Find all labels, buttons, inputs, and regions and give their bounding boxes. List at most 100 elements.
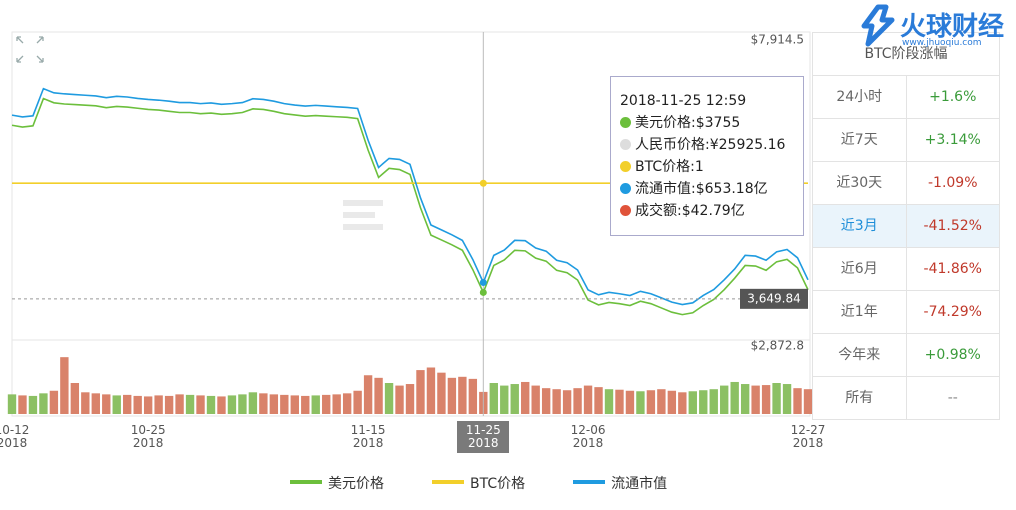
volume-bar: [740, 384, 750, 414]
period-change: +0.98%: [905, 334, 1000, 376]
volume-bar: [363, 375, 373, 414]
volume-bar: [112, 395, 121, 414]
tooltip-item: 美元价格:$3755: [620, 113, 803, 135]
tooltip-text: 人民币价格:¥25925.16: [635, 137, 786, 153]
volume-bar: [154, 395, 163, 414]
table-title: BTC阶段涨幅: [864, 46, 948, 62]
volume-bar: [70, 383, 80, 414]
volume-bar: [437, 372, 446, 414]
volume-bar: [625, 390, 635, 414]
volume-bar: [60, 357, 69, 414]
volume-bar: [123, 394, 132, 414]
volume-bar: [615, 389, 624, 414]
volume-bar: [541, 388, 551, 414]
x-tick-label: 11-25 2018: [457, 421, 510, 453]
volume-bar: [395, 385, 404, 414]
volume-bar: [7, 394, 17, 414]
volume-bar: [447, 377, 457, 414]
volume-bar: [793, 388, 802, 414]
volume-bar: [489, 383, 498, 414]
volume-bar: [206, 395, 216, 414]
logo-url: www.jhuoqiu.com: [902, 38, 982, 48]
x-tick-label: 10-25 2018: [130, 423, 166, 450]
legend-item[interactable]: 美元价格: [290, 473, 384, 493]
volume-bar: [133, 395, 142, 414]
volume-bar: [143, 396, 153, 414]
y-tick-label: $7,914.5: [751, 33, 804, 47]
volume-bar: [594, 387, 603, 414]
last-price-box: [740, 288, 808, 309]
table-row[interactable]: 今年来 +0.98%: [813, 333, 999, 376]
volume-bar: [49, 390, 59, 414]
volume-bar: [353, 390, 362, 414]
volume-bar: [196, 395, 205, 414]
volume-bar: [248, 392, 258, 414]
table-row[interactable]: 近7天 +3.14%: [813, 118, 999, 161]
volume-bar: [573, 388, 582, 414]
table-row[interactable]: 近30天 -1.09%: [813, 161, 999, 204]
volume-bar: [688, 391, 697, 414]
volume-bar: [751, 385, 760, 414]
active-point: [479, 288, 487, 296]
tooltip-text: 流通市值:$653.18亿: [635, 181, 768, 197]
series-line: [11, 97, 809, 316]
volume-bar: [531, 385, 540, 414]
volume-bar: [322, 394, 331, 414]
volume-bar: [405, 384, 415, 414]
tooltip-text: 成交额:$42.79亿: [635, 203, 745, 219]
volume-bar: [332, 394, 341, 414]
volume-bar: [667, 390, 677, 414]
volume-bar: [301, 395, 310, 414]
period-label: 近30天: [836, 175, 883, 191]
volume-bar: [562, 390, 572, 414]
legend-item[interactable]: BTC价格: [432, 473, 525, 493]
volume-bar: [164, 395, 174, 414]
volume-bar: [39, 393, 48, 414]
volume-bar: [510, 384, 519, 414]
volume-bar: [280, 394, 289, 414]
period-label: 近1年: [840, 304, 878, 320]
volume-bar: [259, 393, 268, 414]
legend-item[interactable]: 流通市值: [573, 473, 667, 493]
legend-label: 美元价格: [328, 476, 384, 492]
stats-table: BTC阶段涨幅 24小时 +1.6% 近7天 +3.14% 近30天 -1.09% 近3月 -…: [812, 32, 1000, 420]
expand-icon[interactable]: [16, 36, 44, 63]
tooltip-dot: [620, 161, 631, 172]
x-tick-label: 11-15 2018: [350, 423, 386, 450]
volume-bar: [426, 367, 436, 414]
period-label: 24小时: [836, 89, 883, 105]
volume-bar: [374, 377, 383, 414]
tooltip-dot: [620, 117, 631, 128]
tooltip-dot: [620, 183, 631, 194]
volume-bar: [342, 393, 352, 414]
period-change: +3.14%: [905, 119, 1000, 161]
volume-bar: [238, 394, 247, 414]
tooltip-item: BTC价格:1: [620, 157, 803, 179]
volume-bar: [311, 395, 320, 414]
table-row[interactable]: 近6月 -41.86%: [813, 247, 999, 290]
volume-bar: [91, 393, 100, 414]
active-point: [479, 179, 487, 187]
legend-swatch: [432, 480, 464, 484]
logo-name: 火球财经: [900, 12, 1005, 42]
volume-bar: [583, 385, 593, 414]
volume-bar: [699, 390, 708, 414]
volume-bar: [657, 389, 666, 414]
table-row[interactable]: 所有 --: [813, 376, 999, 419]
tooltip-dot: [620, 205, 631, 216]
period-label: 近7天: [840, 132, 878, 148]
table-row[interactable]: 24小时 +1.6%: [813, 75, 999, 118]
table-row[interactable]: 近3月 -41.52%: [813, 204, 999, 247]
tooltip: 2018-11-25 12:59 美元价格:$3755 人民币价格:¥25925.…: [610, 76, 804, 236]
period-change: -74.29%: [905, 291, 1000, 333]
volume-bar: [416, 370, 425, 414]
legend-label: BTC价格: [470, 476, 526, 492]
table-row[interactable]: 近1年 -74.29%: [813, 290, 999, 333]
tooltip-text: 美元价格:$3755: [635, 115, 741, 131]
volume-bar: [269, 394, 279, 414]
volume-bar: [709, 389, 718, 414]
period-change: --: [905, 377, 1000, 419]
volume-bar: [175, 394, 184, 414]
volume-bar: [521, 381, 530, 414]
